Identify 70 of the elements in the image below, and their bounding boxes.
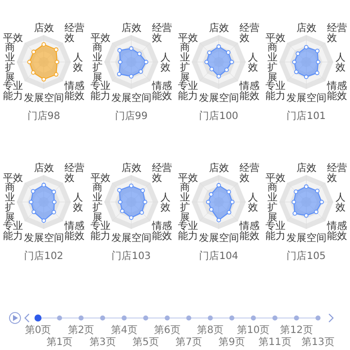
spoke-label: 平效 — [266, 32, 286, 44]
text: 第1页 — [46, 336, 73, 348]
spoke-label: 店效 — [34, 22, 54, 34]
spoke-label: 发展空间 — [24, 92, 64, 104]
spoke-label: 店效 — [208, 162, 229, 174]
text: 第3页 — [89, 336, 116, 348]
text: 门店101 — [286, 110, 326, 122]
spoke-label: 发展空间 — [24, 232, 64, 244]
spoke-label: 平效 — [90, 32, 111, 44]
spoke-label: 情感能效 — [63, 80, 84, 102]
spoke-label: 发展空间 — [286, 92, 326, 104]
spoke-label: 人效 — [335, 52, 346, 74]
spoke-label: 经营效 — [152, 22, 172, 44]
text: 第8页 — [197, 324, 224, 336]
spoke-label: 情感能效 — [150, 220, 172, 242]
text: 门店100 — [199, 110, 238, 122]
spoke-label: 店效 — [121, 162, 142, 174]
text: 第9页 — [218, 336, 246, 348]
spoke-label: 经营效 — [326, 162, 347, 184]
spoke-label: 发展空间 — [198, 92, 239, 104]
spoke-label: 情感能效 — [63, 220, 84, 242]
spoke-label: 店效 — [121, 22, 142, 34]
spoke-label: 人效 — [248, 192, 258, 214]
text: 门店99 — [114, 110, 148, 122]
spoke-label: 人效 — [160, 52, 170, 74]
spoke-label: 经营效 — [64, 22, 84, 44]
text: 门店103 — [112, 250, 151, 262]
text: 第12页 — [280, 324, 313, 336]
text: 第11页 — [258, 336, 292, 348]
spoke-label: 经营效 — [152, 162, 172, 184]
text: 门店98 — [27, 110, 60, 122]
spoke-label: 店效 — [34, 162, 54, 174]
spoke-label: 发展空间 — [111, 232, 152, 244]
spoke-label: 店效 — [296, 22, 316, 34]
text: 第6页 — [154, 324, 180, 336]
text: 第7页 — [176, 336, 202, 348]
text: 第5页 — [132, 336, 159, 348]
spoke-label: 平效 — [178, 32, 198, 44]
text: 门店104 — [199, 250, 238, 262]
spoke-label: 情感能效 — [238, 80, 260, 102]
text: 第0页 — [24, 324, 52, 336]
spoke-label: 经营效 — [64, 162, 84, 184]
spoke-label: 人效 — [72, 192, 83, 214]
spoke-label: 情感能效 — [326, 220, 347, 242]
spoke-label: 人效 — [248, 52, 258, 74]
text: 第2页 — [68, 324, 94, 336]
spoke-label: 经营效 — [239, 162, 260, 184]
spoke-label: 发展空间 — [111, 92, 152, 104]
text: 第4页 — [110, 324, 138, 336]
spoke-label: 经营效 — [239, 22, 260, 44]
text: 门店102 — [24, 250, 64, 262]
spoke-label: 平效 — [3, 172, 24, 184]
spoke-label: 情感能效 — [150, 80, 172, 102]
spoke-label: 平效 — [90, 172, 111, 184]
spoke-label: 情感能效 — [238, 220, 260, 242]
text: 第13页 — [302, 336, 334, 348]
spoke-label: 经营效 — [326, 22, 347, 44]
spoke-label: 人效 — [335, 192, 346, 214]
spoke-label: 人效 — [72, 52, 83, 74]
spoke-label: 店效 — [208, 22, 229, 34]
spoke-label: 平效 — [3, 32, 24, 44]
spoke-label: 平效 — [266, 172, 286, 184]
spoke-label: 平效 — [178, 172, 198, 184]
text: 第10页 — [237, 324, 270, 336]
text: 门店105 — [286, 250, 326, 262]
spoke-label: 发展空间 — [286, 232, 326, 244]
spoke-label: 发展空间 — [198, 232, 239, 244]
spoke-label: 店效 — [296, 162, 316, 174]
spoke-label: 人效 — [160, 192, 170, 214]
spoke-label: 情感能效 — [326, 80, 347, 102]
